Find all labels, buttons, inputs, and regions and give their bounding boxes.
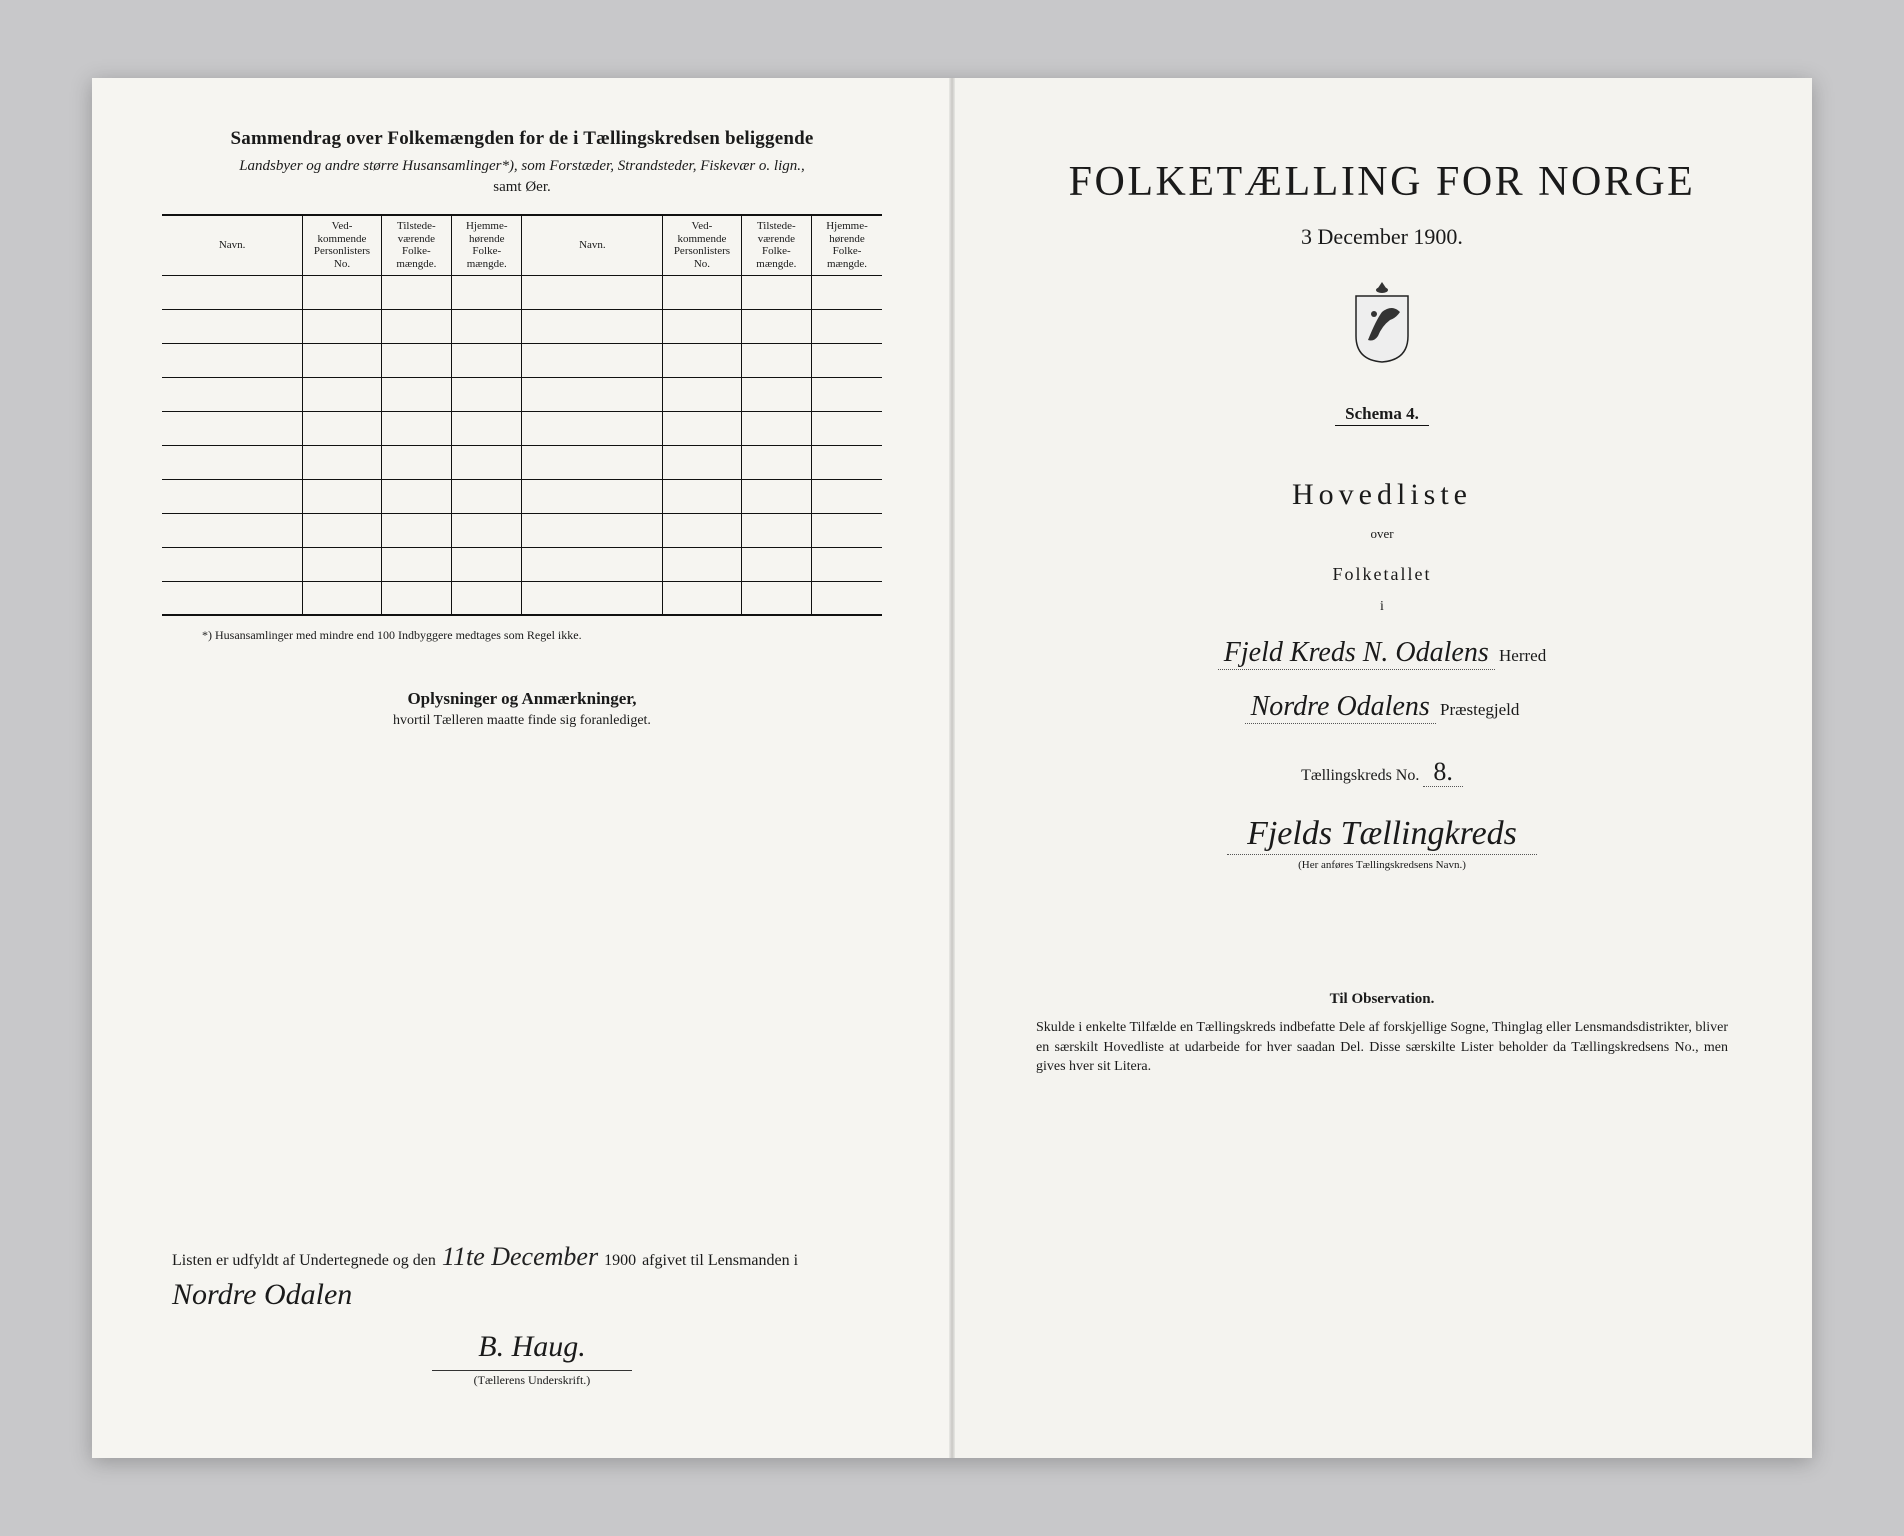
- praestegjeld-line: Nordre Odalens Præstegjeld: [1022, 691, 1742, 723]
- col-hjem-1: Hjemme-hørendeFolke-mængde.: [452, 215, 522, 275]
- document-spread: Sammendrag over Folkemængden for de i Tæ…: [92, 78, 1812, 1458]
- table-body: [162, 275, 882, 615]
- left-subtitle: Landsbyer og andre større Husansamlinger…: [162, 158, 882, 175]
- col-hjem-2: Hjemme-hørendeFolke-mængde.: [812, 215, 882, 275]
- observation-text: Skulde i enkelte Tilfælde en Tællingskre…: [1022, 1018, 1742, 1077]
- kreds-name-caption: (Her anføres Tællingskredsens Navn.): [1022, 859, 1742, 871]
- signature-block: Listen er udfyldt af Undertegnede og den…: [172, 1242, 892, 1388]
- observation-heading: Til Observation.: [1022, 991, 1742, 1008]
- summary-table: Navn. Ved-kommendePersonlistersNo. Tilst…: [162, 214, 882, 616]
- col-vedk-1: Ved-kommendePersonlistersNo.: [303, 215, 381, 275]
- kreds-number-line: Tællingskreds No. 8.: [1022, 757, 1742, 787]
- table-footnote: *) Husansamlinger med mindre end 100 Ind…: [202, 628, 882, 643]
- table-row: [162, 547, 882, 581]
- signature-line: Listen er udfyldt af Undertegnede og den…: [172, 1242, 892, 1312]
- table-row: [162, 309, 882, 343]
- col-tilst-1: Tilstede-værendeFolke-mængde.: [381, 215, 451, 275]
- left-subtitle-2: samt Øer.: [162, 179, 882, 196]
- over-label: over: [1022, 526, 1742, 542]
- oplysninger-sub: hvortil Tælleren maatte finde sig foranl…: [162, 713, 882, 729]
- folketallet-label: Folketallet: [1022, 564, 1742, 585]
- col-navn-2: Navn.: [522, 215, 663, 275]
- signer-name: B. Haug. (Tællerens Underskrift.): [172, 1330, 892, 1388]
- table-row: [162, 479, 882, 513]
- table-row: [162, 581, 882, 615]
- left-page: Sammendrag over Folkemængden for de i Tæ…: [92, 78, 952, 1458]
- oplysninger-heading: Oplysninger og Anmærkninger,: [162, 689, 882, 709]
- col-vedk-2: Ved-kommendePersonlistersNo.: [663, 215, 741, 275]
- coat-of-arms-icon: [1346, 280, 1418, 364]
- table-row: [162, 275, 882, 309]
- right-page: FOLKETÆLLING FOR NORGE 3 December 1900. …: [952, 78, 1812, 1458]
- i-label: i: [1022, 599, 1742, 615]
- census-title: FOLKETÆLLING FOR NORGE: [1022, 158, 1742, 206]
- table-row: [162, 343, 882, 377]
- table-row: [162, 377, 882, 411]
- table-row: [162, 445, 882, 479]
- census-date: 3 December 1900.: [1022, 224, 1742, 250]
- col-navn-1: Navn.: [162, 215, 303, 275]
- left-title: Sammendrag over Folkemængden for de i Tæ…: [162, 128, 882, 150]
- kreds-name-line: Fjelds Tællingkreds: [1022, 815, 1742, 853]
- table-row: [162, 411, 882, 445]
- schema-label: Schema 4.: [1022, 404, 1742, 424]
- herred-line: Fjeld Kreds N. Odalens Herred: [1022, 637, 1742, 669]
- col-tilst-2: Tilstede-værendeFolke-mængde.: [741, 215, 811, 275]
- hovedliste-heading: Hovedliste: [1022, 478, 1742, 512]
- signer-caption: (Tællerens Underskrift.): [432, 1370, 632, 1388]
- table-row: [162, 513, 882, 547]
